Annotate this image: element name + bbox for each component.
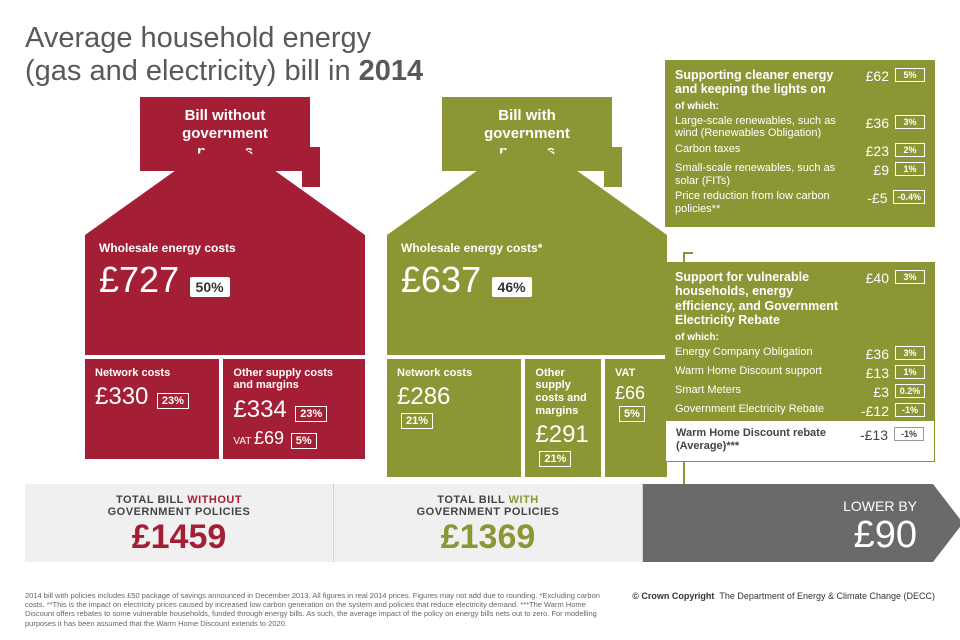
sb1-head: Supporting cleaner energy and keeping th… <box>675 68 847 97</box>
sb-row-val: £9 <box>853 162 889 178</box>
wholesale-label: Wholesale energy costs* <box>401 241 653 255</box>
sb-row-val: -£5 <box>851 190 887 206</box>
supply-value: £291 <box>535 421 588 449</box>
network-label: Network costs <box>95 367 209 380</box>
sb1-sub: of which: <box>675 101 925 112</box>
roof-icon <box>387 135 667 235</box>
twi-em: WITH <box>509 494 539 506</box>
network-pct: 23% <box>157 393 189 409</box>
network-pct: 21% <box>401 413 433 429</box>
sb-row-label: Large-scale renewables, such as wind (Re… <box>675 115 847 140</box>
title-year: 2014 <box>359 55 424 87</box>
supply-pct: 21% <box>539 451 571 467</box>
footer: 2014 bill with policies includes £50 pac… <box>25 591 935 629</box>
vat-value: £69 <box>254 428 284 449</box>
vat-label: VAT <box>615 367 657 380</box>
vat-pct: 5% <box>291 433 317 449</box>
wholesale-value: £727 <box>99 259 179 301</box>
sb-row-val: £13 <box>853 365 889 381</box>
sb-row-val: £36 <box>853 115 889 131</box>
sb-row-label: Carbon taxes <box>675 143 847 156</box>
lower-label: LOWER BY <box>659 498 917 514</box>
sb-row-val: -£12 <box>853 403 889 419</box>
supply-block: Other supply costs and margins £291 21% <box>525 359 601 478</box>
sb-row-label: Warm Home Discount support <box>675 365 847 378</box>
total-with: TOTAL BILL WITH GOVERNMENT POLICIES £136… <box>334 484 643 562</box>
title-line1: Average household energy <box>25 22 371 54</box>
supply-label: Other supply costs and margins <box>535 367 591 418</box>
sb3-val: -£13 <box>852 427 888 443</box>
tw-h2: GOVERNMENT POLICIES <box>108 506 251 518</box>
sb-row-pct: -0.4% <box>893 190 925 204</box>
sb2-head-p: 3% <box>895 270 925 284</box>
tw-h1: TOTAL BILL <box>116 494 187 506</box>
house-without: Wholesale energy costs £727 50% Network … <box>85 135 365 459</box>
sb-row-pct: 2% <box>895 143 925 157</box>
sb-row-label: Small-scale renewables, such as solar (F… <box>675 162 847 187</box>
sidebox-warm-home-rebate: Warm Home Discount rebate (Average)*** -£… <box>665 420 935 462</box>
vat-block: VAT £66 5% <box>605 359 667 478</box>
totals-bar: TOTAL BILL WITHOUT GOVERNMENT POLICIES £… <box>25 484 933 562</box>
wholesale-pct: 46% <box>492 277 532 297</box>
sb-row-val: £3 <box>853 384 889 400</box>
title-line2: (gas and electricity) bill in <box>25 55 359 87</box>
wholesale-pct: 50% <box>190 277 230 297</box>
lower-by-arrow: LOWER BY £90 <box>643 484 933 562</box>
sb-row-label: Price reduction from low carbon policies… <box>675 190 845 215</box>
copyright-text: The Department of Energy & Climate Chang… <box>719 591 935 601</box>
sb3-label: Warm Home Discount rebate (Average)*** <box>676 427 846 452</box>
sb1-head-p: 5% <box>895 68 925 82</box>
sb3-pct: -1% <box>894 427 924 441</box>
sb-row-pct: 1% <box>895 365 925 379</box>
copyright: © Crown Copyright The Department of Ener… <box>632 591 935 629</box>
copyright-bold: © Crown Copyright <box>632 591 714 601</box>
sb2-head: Support for vulnerable households, energ… <box>675 270 847 328</box>
network-block: Network costs £330 23% <box>85 359 219 459</box>
supply-block: Other supply costs and margins £334 23% … <box>223 359 365 459</box>
sb-row-label: Smart Meters <box>675 384 847 397</box>
supply-label: Other supply costs and margins <box>233 367 355 392</box>
sb-row-pct: 1% <box>895 162 925 176</box>
sb-row-label: Energy Company Obligation <box>675 346 847 359</box>
wholesale-value: £637 <box>401 259 481 301</box>
sidebox-vulnerable-support: Support for vulnerable households, energ… <box>665 262 935 430</box>
sb2-sub: of which: <box>675 332 925 343</box>
footnote-text: 2014 bill with policies includes £50 pac… <box>25 591 612 629</box>
sb-row-val: £36 <box>853 346 889 362</box>
wholesale-block: Wholesale energy costs* £637 46% <box>387 235 667 355</box>
sb-row-label: Government Electricity Rebate <box>675 403 847 416</box>
roof-icon <box>85 135 365 235</box>
total-without: TOTAL BILL WITHOUT GOVERNMENT POLICIES £… <box>25 484 334 562</box>
tw-val: £1459 <box>33 518 325 557</box>
vat-label: VAT <box>233 436 251 447</box>
sb2-head-v: £40 <box>853 270 889 286</box>
sb1-head-v: £62 <box>853 68 889 84</box>
chimney-icon <box>604 147 622 187</box>
sb-row-pct: 3% <box>895 346 925 360</box>
network-label: Network costs <box>397 367 511 380</box>
twi-h2: GOVERNMENT POLICIES <box>417 506 560 518</box>
twi-h1: TOTAL BILL <box>437 494 508 506</box>
network-value: £286 <box>397 383 450 411</box>
wholesale-block: Wholesale energy costs £727 50% <box>85 235 365 355</box>
twi-val: £1369 <box>342 518 634 557</box>
chimney-icon <box>302 147 320 187</box>
lower-value: £90 <box>659 514 917 557</box>
sb-row-val: £23 <box>853 143 889 159</box>
sb-row-pct: 0.2% <box>895 384 925 398</box>
network-block: Network costs £286 21% <box>387 359 521 478</box>
house-with: Wholesale energy costs* £637 46% Network… <box>387 135 667 478</box>
sb-row-pct: 3% <box>895 115 925 129</box>
tw-em: WITHOUT <box>187 494 242 506</box>
sb-row-pct: -1% <box>895 403 925 417</box>
vat-value: £66 <box>615 383 645 404</box>
sidebox-cleaner-energy: Supporting cleaner energy and keeping th… <box>665 60 935 227</box>
network-value: £330 <box>95 383 148 411</box>
wholesale-label: Wholesale energy costs <box>99 241 351 255</box>
supply-value: £334 <box>233 396 286 424</box>
vat-pct: 5% <box>619 406 645 422</box>
supply-pct: 23% <box>295 406 327 422</box>
